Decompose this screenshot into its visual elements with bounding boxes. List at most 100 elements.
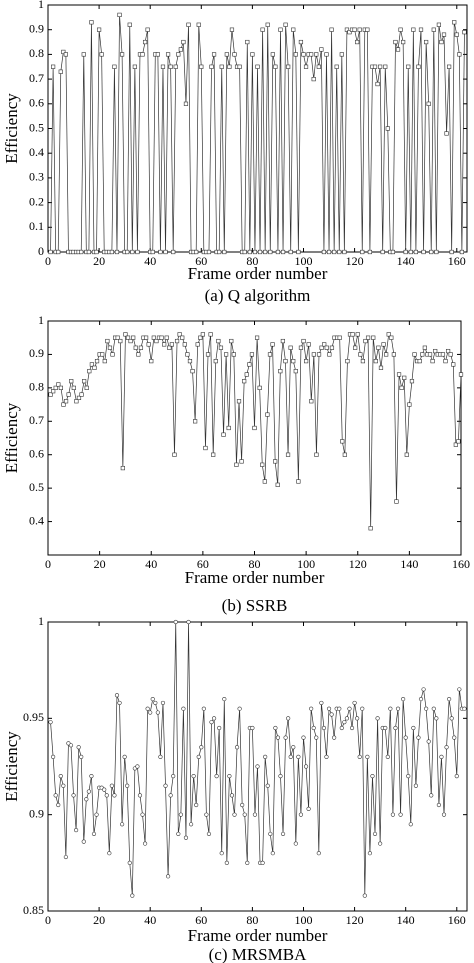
marker (452, 20, 457, 25)
x-tick-label: 80 (249, 557, 261, 571)
marker (58, 69, 63, 74)
marker (395, 47, 401, 52)
marker (107, 345, 113, 350)
x-tick-label: 40 (144, 254, 156, 268)
marker (441, 812, 447, 817)
marker (154, 338, 159, 344)
marker (63, 52, 68, 57)
marker (232, 812, 237, 817)
marker (181, 706, 186, 711)
marker (115, 335, 120, 340)
marker (268, 831, 273, 837)
marker (155, 710, 160, 715)
marker (224, 860, 229, 865)
marker (434, 716, 439, 721)
marker (102, 787, 107, 792)
marker (213, 359, 218, 364)
marker (301, 735, 306, 740)
marker (87, 369, 92, 374)
marker (360, 249, 365, 255)
marker (421, 249, 426, 255)
marker (148, 710, 153, 715)
marker (265, 412, 270, 417)
marker (112, 64, 117, 69)
marker (247, 249, 252, 255)
x-tick-label: 60 (195, 913, 207, 927)
marker (181, 39, 186, 45)
marker (316, 352, 322, 357)
marker (165, 874, 171, 879)
marker (288, 345, 293, 350)
marker (142, 39, 148, 45)
marker (120, 465, 125, 471)
marker (293, 369, 298, 374)
x-tick-label: 120 (346, 254, 364, 268)
marker (96, 27, 102, 32)
y-tick-label: 0.8 (29, 46, 44, 60)
marker (193, 419, 198, 424)
marker (242, 249, 247, 255)
x-tick-label: 120 (349, 557, 367, 571)
marker (186, 22, 191, 27)
marker (167, 345, 172, 350)
marker (117, 700, 122, 706)
marker (190, 369, 195, 374)
marker (224, 352, 229, 357)
plot-area (47, 320, 462, 556)
marker (117, 12, 122, 17)
marker (344, 716, 350, 721)
y-tick-label: 1 (38, 0, 44, 11)
marker (143, 335, 149, 340)
marker (100, 352, 105, 357)
marker (459, 249, 464, 255)
marker (79, 754, 84, 759)
marker (211, 52, 217, 57)
x-axis-label: Frame order number (188, 926, 328, 945)
marker (368, 526, 373, 531)
marker (237, 706, 242, 711)
marker (406, 64, 411, 69)
marker (51, 64, 56, 69)
marker (457, 687, 462, 692)
marker (265, 22, 270, 27)
marker (185, 352, 190, 357)
marker (178, 812, 183, 817)
marker (168, 793, 173, 798)
y-axis-label: Efficiency (2, 731, 21, 802)
y-tick-label: 0.5 (29, 480, 44, 494)
marker (132, 64, 137, 69)
marker (280, 338, 285, 344)
marker (329, 712, 334, 717)
marker (51, 754, 56, 759)
marker (395, 706, 401, 711)
marker (418, 27, 424, 32)
marker (340, 439, 345, 444)
marker (171, 774, 176, 779)
marker (270, 52, 275, 57)
marker (283, 22, 288, 27)
marker (280, 831, 286, 837)
marker (398, 812, 403, 817)
marker (278, 27, 283, 32)
marker (322, 342, 327, 347)
marker (122, 754, 127, 759)
marker (135, 764, 140, 769)
marker (63, 854, 68, 860)
marker (137, 793, 143, 798)
marker (53, 385, 58, 390)
marker (431, 706, 436, 711)
marker (422, 345, 427, 350)
marker (237, 64, 242, 69)
marker (426, 101, 431, 106)
marker (270, 342, 275, 347)
marker (456, 439, 461, 444)
marker (296, 754, 301, 759)
marker (306, 806, 311, 811)
marker (344, 27, 350, 32)
marker (430, 359, 435, 364)
marker (375, 81, 380, 87)
marker (454, 32, 459, 37)
marker (198, 335, 203, 340)
marker (131, 335, 136, 340)
marker (227, 64, 232, 69)
